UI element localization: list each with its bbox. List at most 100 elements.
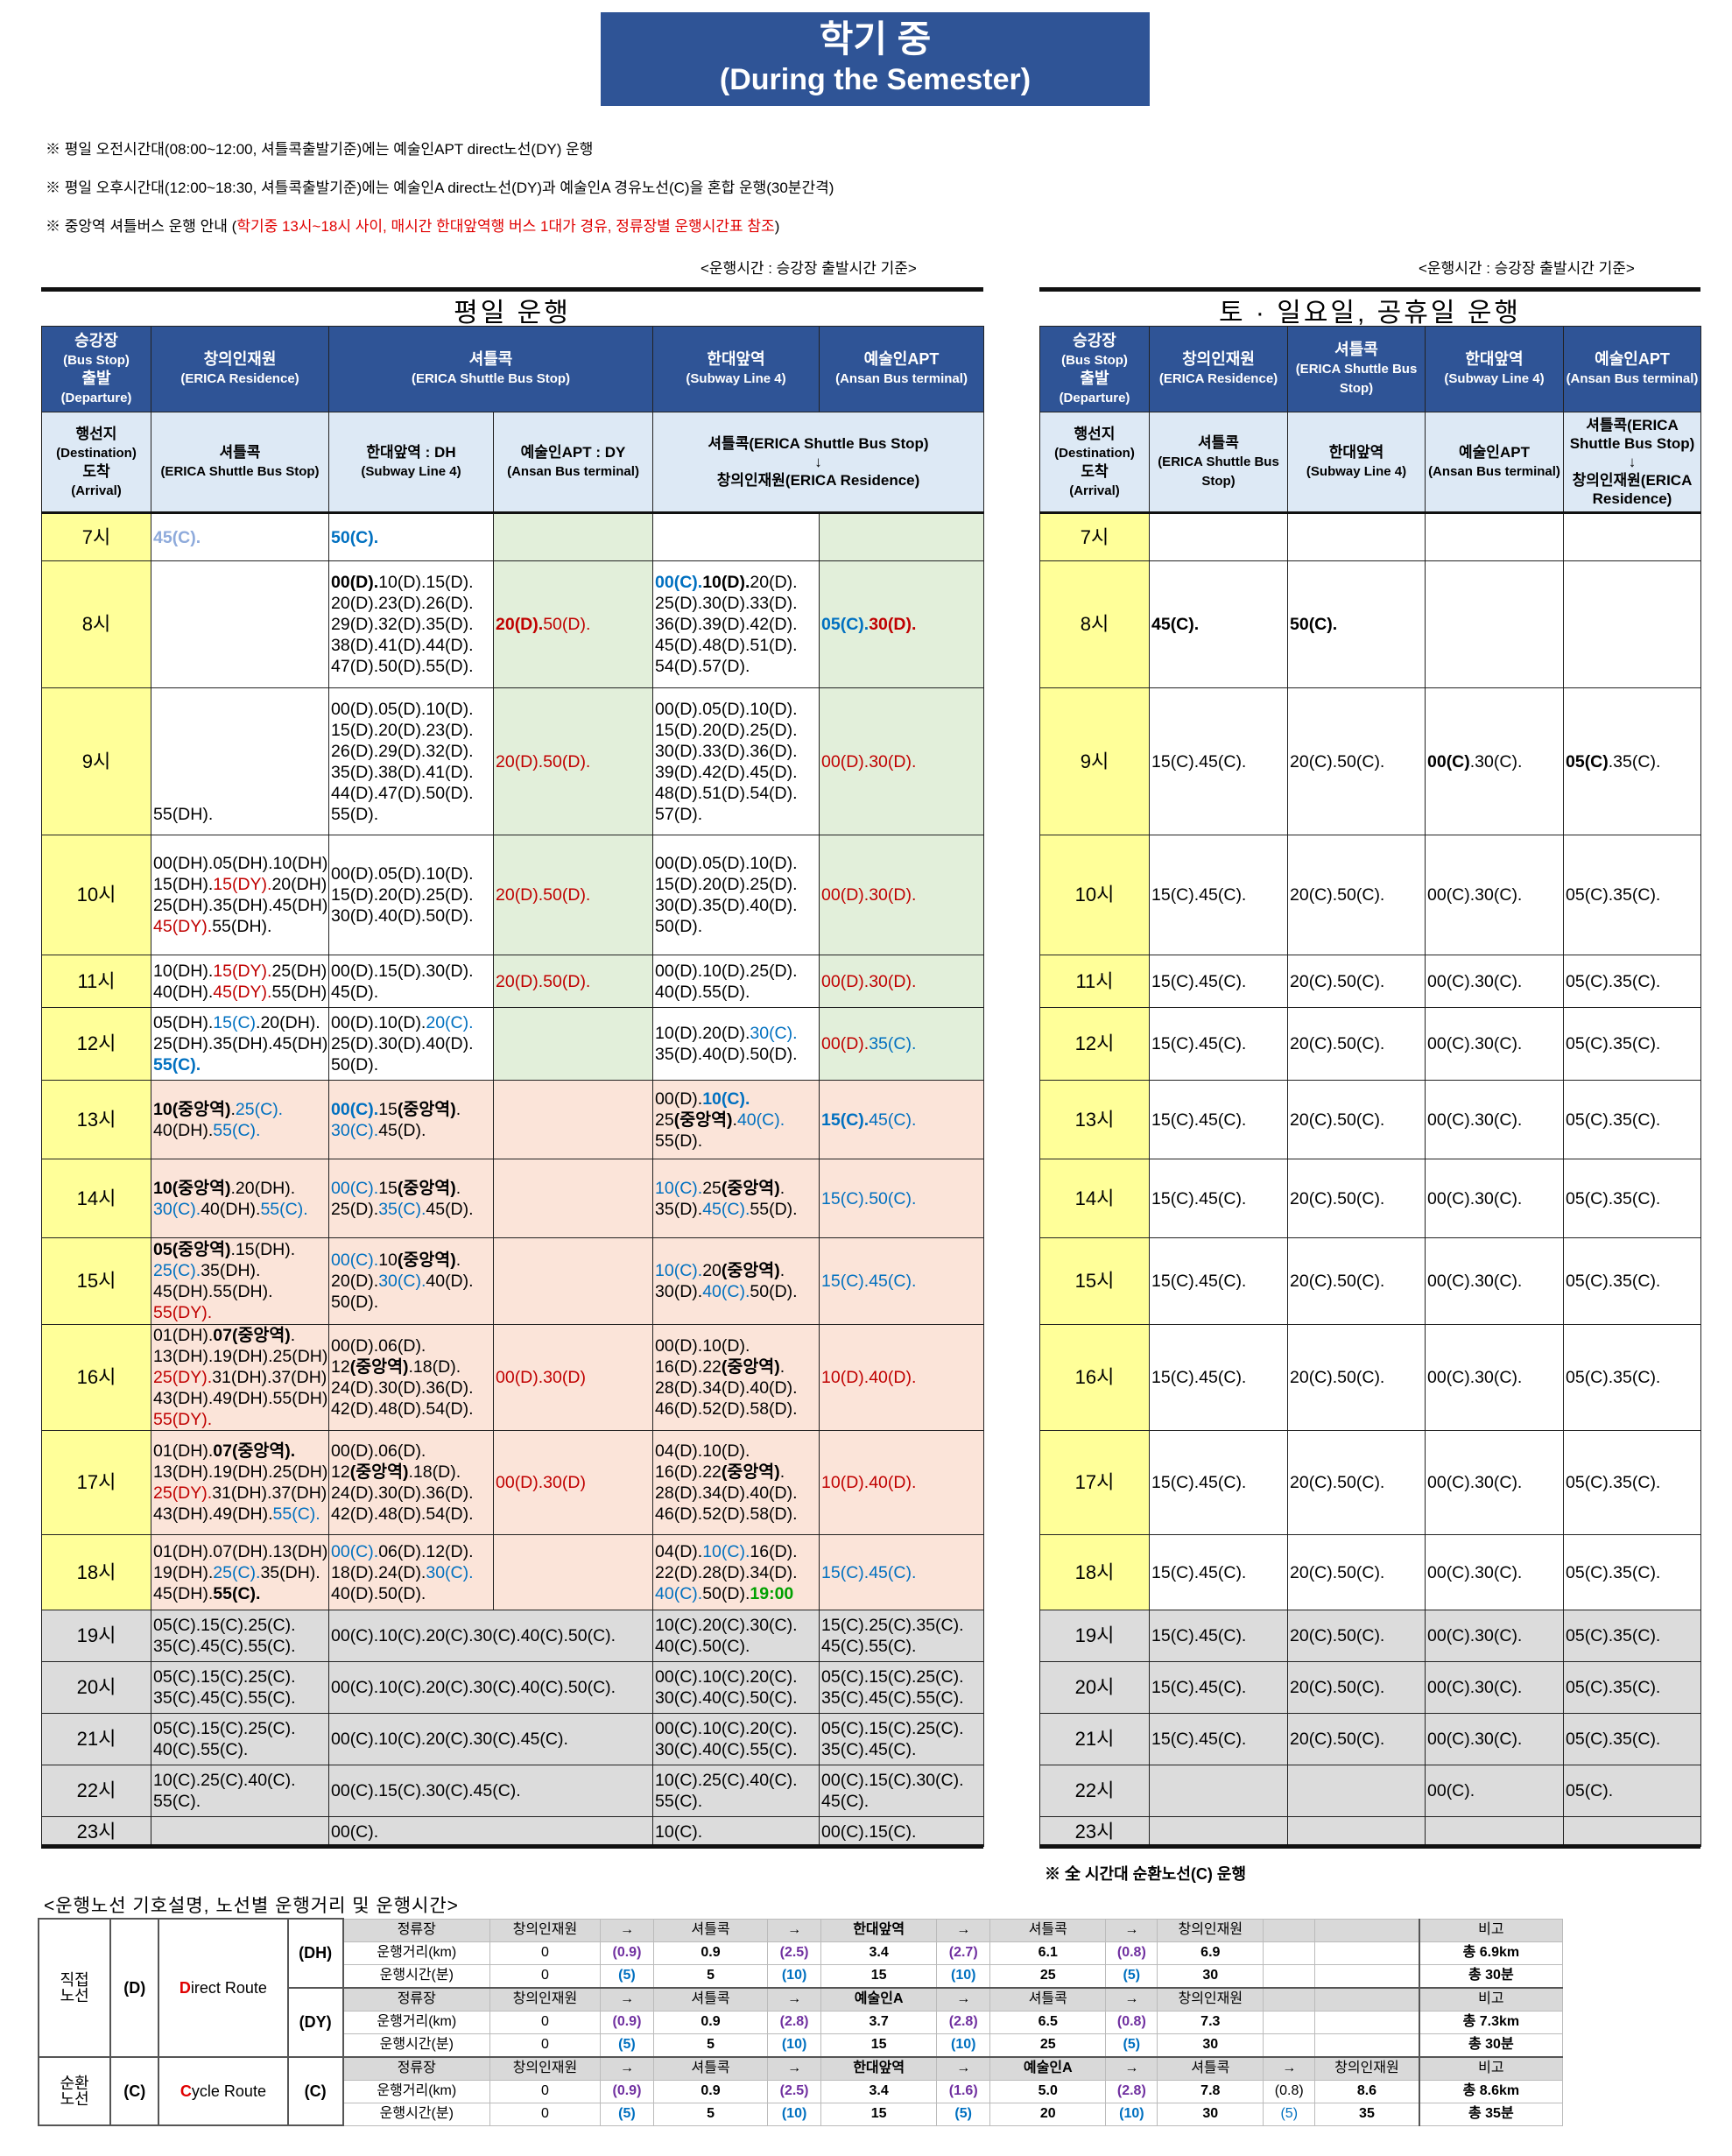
departure-times-cell: 00(C).10(중앙역). 20(D).30(C).40(D). 50(D). <box>328 1237 494 1325</box>
time-entry: 00(C). <box>331 1099 379 1119</box>
timetable-row: 15시 15(C).45(C). 20(C).50(C). 00(C).30(C). 0… <box>1039 1237 1701 1325</box>
time-entry: .18(D). 24(D).30(D).36(D). 42(D).48(D).5… <box>331 1357 474 1419</box>
time-entry: 45(DY). <box>213 982 272 1002</box>
time-entry: 05(C).35(C). <box>1566 1626 1661 1645</box>
header-hanyang-station: 한대앞역 (Subway Line 4) <box>1425 326 1564 412</box>
legend-value: 셔틀콕 <box>989 1918 1107 1942</box>
time-entry: 00(D).05(D).10(D). 15(D).20(D).25(D). 30… <box>655 854 798 936</box>
route-name: Direct Route <box>158 1918 289 2058</box>
departure-times-cell: 00(C).10(C).20(C). 30(C).40(C).50(C). <box>652 1661 820 1714</box>
legend-value: 0 <box>489 2033 601 2057</box>
time-entry: 20(C).50(C). <box>1290 1272 1385 1291</box>
departure-times-cell: 15(C).45(C). <box>1149 1661 1288 1714</box>
legend-value: (0.8) <box>1105 1941 1158 1965</box>
timetable-row: 17시 01(DH).07(중앙역). 13(DH).19(DH).25(DH).… <box>41 1430 985 1535</box>
departure-times-cell: 10(C).25(C).40(C). 55(C). <box>151 1765 329 1817</box>
time-entry: 20(C).50(C). <box>1290 885 1385 905</box>
time-entry: 20(D). <box>496 615 544 634</box>
time-entry: 25(DY). <box>153 1368 213 1387</box>
time-entry: 00(D).30(D). <box>821 885 917 905</box>
route-category: 순환 노선 <box>37 2055 112 2126</box>
time-entry: . <box>455 1099 461 1119</box>
departure-times-cell: 15(C).45(C). <box>1149 1713 1288 1765</box>
time-entry: 00(C).15(C).30(C).45(C). <box>331 1781 521 1800</box>
notice-jungang-highlight: 학기중 13시~18시 사이, 매시간 한대앞역행 버스 1대가 경유, 정류장… <box>236 218 775 235</box>
departure-times-cell: 20(C).50(C). <box>1287 1159 1426 1238</box>
timetable-row: 16시 01(DH).07(중앙역). 13(DH).19(DH).25(DH).… <box>41 1324 985 1431</box>
header-shuttlecock: 셔틀콕 (ERICA Shuttle Bus Stop) <box>1287 326 1426 412</box>
timetable-row: 10시 15(C).45(C). 20(C).50(C). 00(C).30(C). 0… <box>1039 835 1701 955</box>
legend-value <box>1263 1986 1316 2012</box>
departure-times-cell: 01(DH).07(DH).13(DH). 19(DH).25(C).35(DH… <box>151 1534 329 1610</box>
time-entry: . 35(D). <box>655 1178 785 1219</box>
legend-value: 0.9 <box>652 2010 769 2034</box>
timetable-row: 17시 15(C).45(C). 20(C).50(C). 00(C).30(C). 0… <box>1039 1430 1701 1535</box>
departure-times-cell: 20(C).50(C). <box>1287 1713 1426 1765</box>
departure-times-cell: 15(C).45(C). <box>1149 1080 1288 1159</box>
route-code: (C) <box>109 2055 160 2126</box>
weekday-section-title: 평일 운행 <box>454 299 571 328</box>
departure-times-cell: 01(DH).07(중앙역). 13(DH).19(DH).25(DH). 25… <box>151 1430 329 1535</box>
timetable-row: 8시 45(C). 50(C). <box>1039 560 1701 688</box>
time-entry: 25 <box>655 1110 674 1130</box>
legend-value: (2.7) <box>936 1941 991 1965</box>
departure-times-cell: 00(C).30(C). <box>1425 1430 1564 1535</box>
departure-times-cell: 05(C).35(C). <box>1563 687 1701 835</box>
header-destination-label: 행선지 (Destination) 도착 (Arrival) <box>1039 412 1150 513</box>
timetable-row: 23시 <box>1039 1816 1701 1847</box>
legend-row-label: 정류장 <box>342 2055 490 2081</box>
time-entry: 20(C).50(C). <box>1290 971 1385 991</box>
departure-times-cell: 05(C).15(C).25(C). 35(C).45(C). <box>819 1713 985 1765</box>
time-entry: 15(C).45(C). <box>1151 1473 1247 1492</box>
legend-value: 0 <box>489 2010 601 2034</box>
notice-morning: ※ 평일 오전시간대(08:00~12:00, 셔틀콕출발기준)에는 예술인AP… <box>46 141 594 158</box>
departure-times-cell: 10(C).20(C).30(C). 40(C).50(C). <box>652 1610 820 1662</box>
time-entry: 00(D).30(D) <box>496 1368 586 1387</box>
departure-times-cell <box>1149 511 1288 561</box>
legend-value: 6.5 <box>989 2010 1107 2034</box>
time-entry: . 30(D). <box>655 1261 785 1301</box>
timetable-row: 12시 15(C).45(C). 20(C).50(C). 00(C).30(C). 0… <box>1039 1007 1701 1081</box>
hour-label: 9시 <box>1039 687 1150 835</box>
departure-times-cell: 15(C).45(C). <box>819 1080 985 1159</box>
timetable-row: 18시 15(C).45(C). 20(C).50(C). 00(C).30(C). 0… <box>1039 1534 1701 1610</box>
time-entry: . <box>230 1099 236 1119</box>
departure-times-cell: 00(D).05(D).10(D). 15(D).20(D).25(D). 30… <box>652 687 820 835</box>
departure-times-cell: 15(C).25(C).35(C). 45(C).55(C). <box>819 1610 985 1662</box>
departure-times-cell: 05(DH).15(C).20(DH). 25(DH).35(DH).45(DH… <box>151 1007 329 1081</box>
departure-times-cell: 20(D).50(D). <box>492 687 654 835</box>
legend-value: → <box>1105 1918 1158 1942</box>
header-departure-label: 승강장 (Bus Stop) 출발 (Departure) <box>41 326 151 412</box>
time-entry: 05(C) <box>1566 751 1609 772</box>
time-entry: 13(DH).19(DH).25(DH). <box>153 1462 329 1482</box>
header-row-departure: 승강장 (Bus Stop) 출발 (Departure) 창의인재원 (ERICA R… <box>1039 326 1701 412</box>
timetable-row: 15시 05(중앙역).15(DH). 25(C).35(DH). 45(DH).… <box>41 1237 985 1325</box>
legend-note: 총 30분 <box>1418 2033 1563 2057</box>
time-entry: 20(C).50(C). <box>1290 1678 1385 1697</box>
legend-value: (5) <box>1263 2102 1316 2126</box>
time-entry: 00(DH).05(DH).10(DH). 15(DH). <box>153 854 329 894</box>
departure-times-cell: 20(C).50(C). <box>1287 1080 1426 1159</box>
time-entry: 00(C).10(C).20(C). 30(C).40(C).50(C). <box>655 1667 798 1708</box>
hour-label: 21시 <box>41 1713 151 1765</box>
departure-times-cell: 05(C).35(C). <box>1563 1610 1701 1662</box>
legend-value: (5) <box>599 1963 654 1988</box>
time-entry: 25(DH). 40(DH). <box>153 961 329 1002</box>
departure-times-cell <box>151 1816 329 1847</box>
departure-times-cell: 20(D).50(D). <box>492 835 654 955</box>
departure-times-cell: 10(D).40(D). <box>819 1324 985 1431</box>
header-erica-residence: 창의인재원 (ERICA Residence) <box>1149 326 1288 412</box>
time-entry: 35(C). <box>869 1034 917 1053</box>
time-entry: 00(D).05(D).10(D). 15(D).20(D).23(D). 26… <box>331 699 474 824</box>
legend-value: 창의인재원 <box>489 2055 601 2081</box>
time-entry: 55(DH). <box>212 917 272 936</box>
departure-times-cell: 05(C).35(C). <box>1563 1324 1701 1431</box>
time-entry: 04(D). <box>655 1541 703 1561</box>
time-entry: 40(D). 50(D). <box>331 1272 474 1312</box>
route-name: Cycle Route <box>158 2055 289 2126</box>
time-entry: 25(C). <box>213 1562 261 1582</box>
time-entry: 00(C).30(C). <box>1427 1034 1523 1053</box>
time-entry: 01(DH). <box>153 1441 214 1461</box>
time-entry: 00(C). <box>331 1541 379 1561</box>
time-entry: 00(C).30(C). <box>1427 1188 1523 1208</box>
